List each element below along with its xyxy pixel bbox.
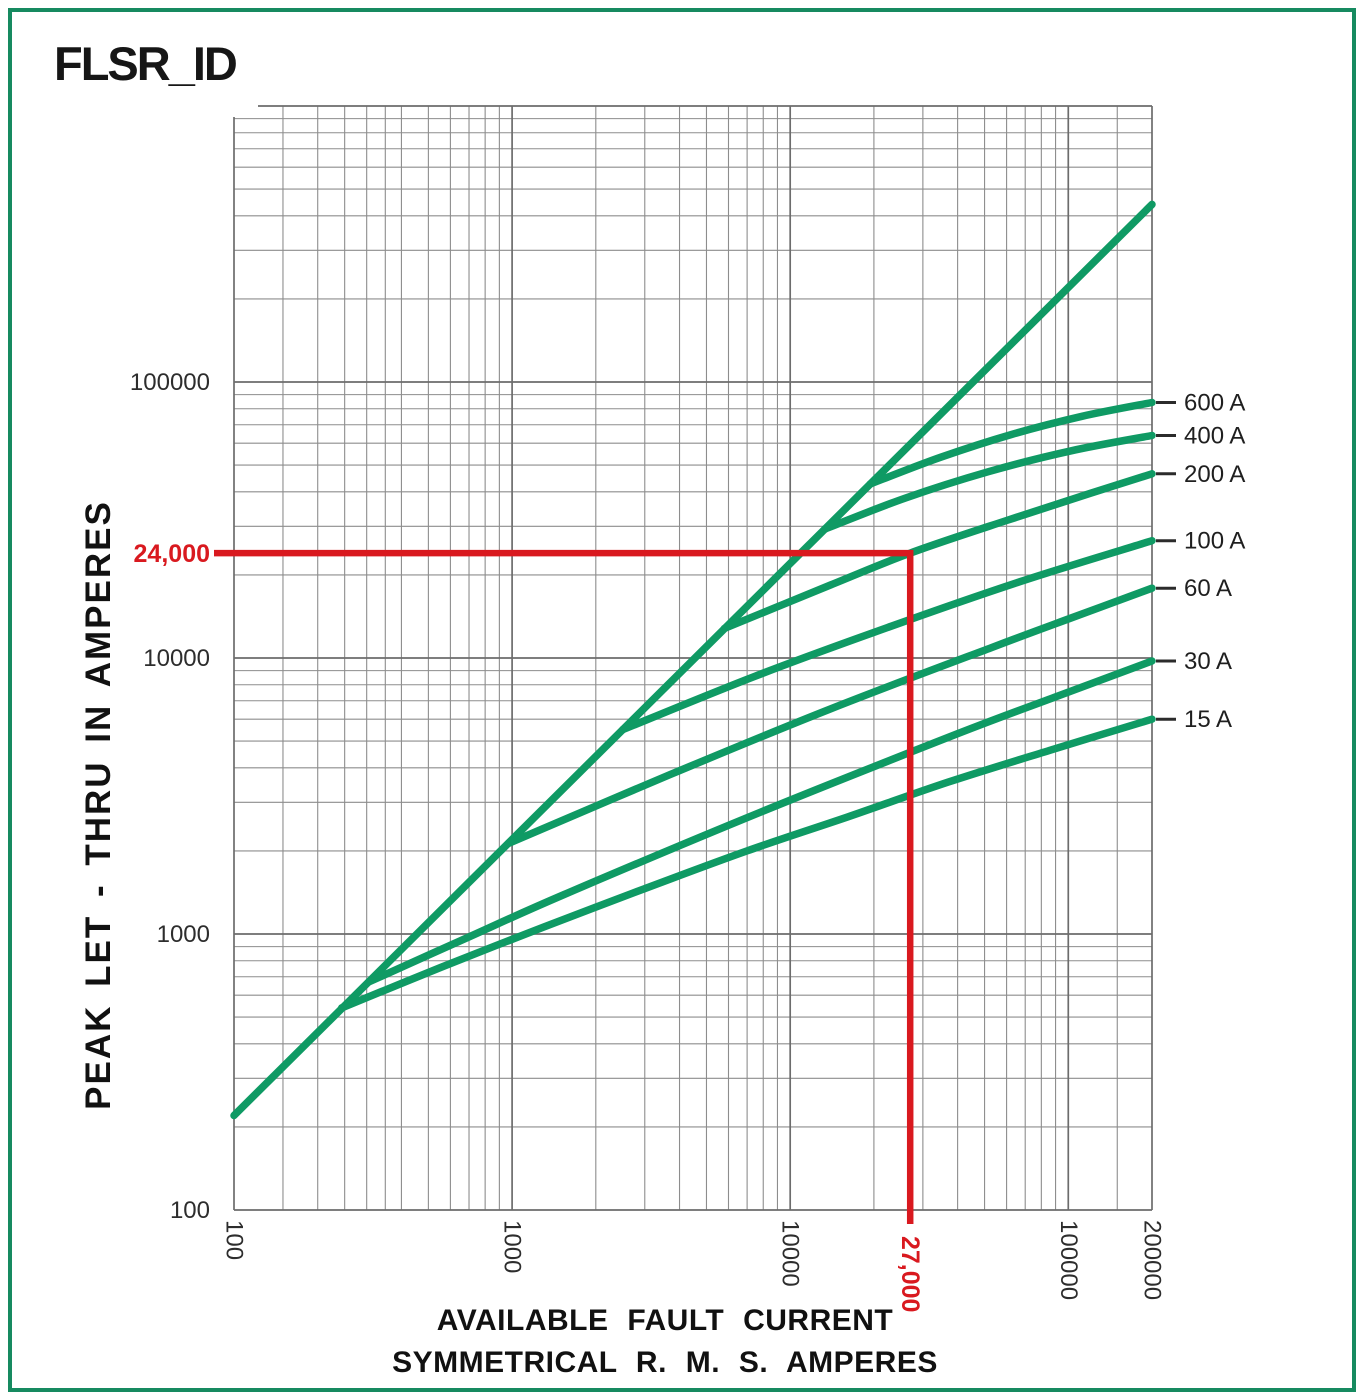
red-annotation-line (214, 549, 914, 1224)
x-axis-title-line1: AVAILABLE FAULT CURRENT (437, 1304, 893, 1337)
rating-label-60a: 60 A (1184, 575, 1232, 602)
x-tick-label-100: 100 (221, 1220, 248, 1260)
rating-label-600a: 600 A (1184, 390, 1245, 417)
chart-title: FLSR_ID (54, 37, 238, 90)
curve-600a (866, 398, 1156, 488)
labels-layer: 100 1000 10000 100000 100 1000 10000 100000 2000… (130, 369, 1246, 1300)
curve-60a (504, 584, 1156, 848)
peak-annotation-label: 24,000 (134, 540, 210, 568)
rating-label-400a: 400 A (1184, 423, 1245, 450)
rating-label-15a: 15 A (1184, 706, 1232, 733)
curve-200a (720, 470, 1156, 633)
y-tick-label-1000: 1000 (157, 921, 210, 948)
curve-100a (619, 536, 1156, 734)
rating-label-200a: 200 A (1184, 461, 1245, 488)
x-tick-label-10000: 10000 (777, 1220, 804, 1287)
curve-peak-available-diagonal (230, 200, 1156, 1120)
x-axis-title-line2: SYMMETRICAL R. M. S. AMPERES (392, 1346, 938, 1379)
x-tick-label-1000: 1000 (499, 1220, 526, 1273)
y-tick-label-10000: 10000 (143, 645, 210, 672)
curves-layer (230, 200, 1156, 1120)
curve-15a (337, 715, 1156, 1012)
fault-annotation-label: 27,000 (896, 1236, 924, 1312)
y-tick-label-100000: 100000 (130, 369, 210, 396)
curve-400a (820, 431, 1156, 533)
rating-label-100a: 100 A (1184, 528, 1245, 555)
x-tick-label-200000: 200000 (1139, 1220, 1166, 1300)
annotation-layer: 24,000 27,000 (134, 540, 925, 1312)
curve-30a (364, 657, 1156, 986)
y-axis-title: PEAK LET - THRU IN AMPERES (79, 500, 118, 1110)
y-tick-label-100: 100 (170, 1197, 210, 1224)
grid-layer (233, 105, 1153, 1211)
rating-label-30a: 30 A (1184, 648, 1232, 675)
x-tick-label-100000: 100000 (1055, 1220, 1082, 1300)
